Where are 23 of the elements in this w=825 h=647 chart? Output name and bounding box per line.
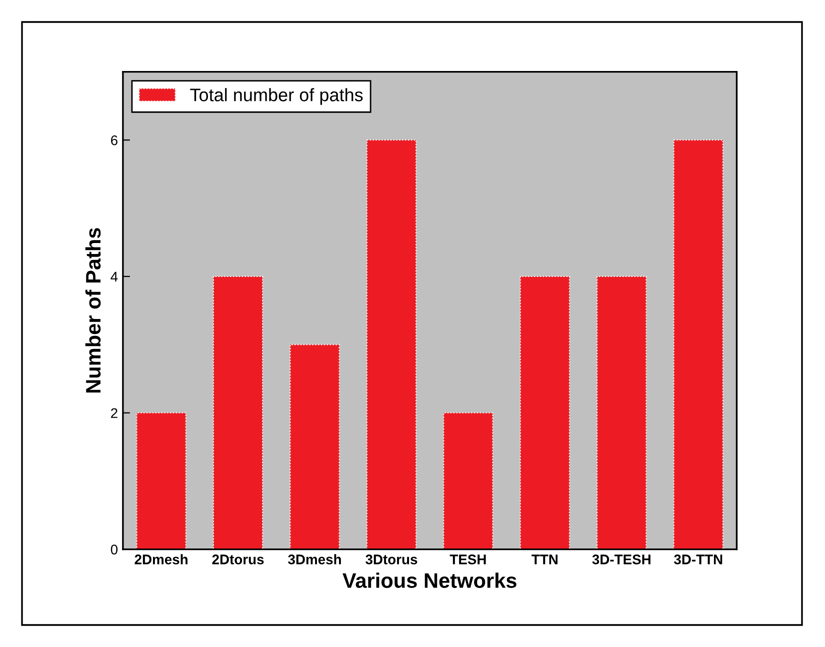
y-tick-label: 4 — [110, 272, 118, 282]
x-tick-label: 3D-TTN — [674, 554, 722, 564]
bar — [443, 412, 494, 550]
x-tick-label: 2Dtorus — [212, 554, 264, 564]
bar — [596, 276, 647, 550]
x-tick-label: TTN — [532, 554, 558, 564]
x-tick-label: 3D-TESH — [592, 554, 650, 564]
legend-label: Total number of paths — [190, 88, 363, 105]
bar — [290, 344, 340, 550]
y-tick-label: 2 — [111, 408, 118, 418]
x-axis-title: Various Networks — [342, 572, 516, 588]
bar — [520, 276, 570, 550]
x-tick-label: 3Dtorus — [366, 554, 418, 564]
y-axis-title: Number of Paths — [85, 228, 101, 393]
bar — [212, 276, 264, 550]
bar — [673, 139, 724, 550]
x-tick-label: 2Dmesh — [134, 554, 188, 564]
y-tick-label: 0 — [110, 544, 118, 554]
y-tick-label: 6 — [111, 135, 118, 146]
bar — [136, 412, 186, 550]
x-tick-label: TESH — [450, 554, 486, 564]
x-tick-label: 3Dmesh — [288, 554, 341, 564]
bar — [366, 139, 417, 550]
